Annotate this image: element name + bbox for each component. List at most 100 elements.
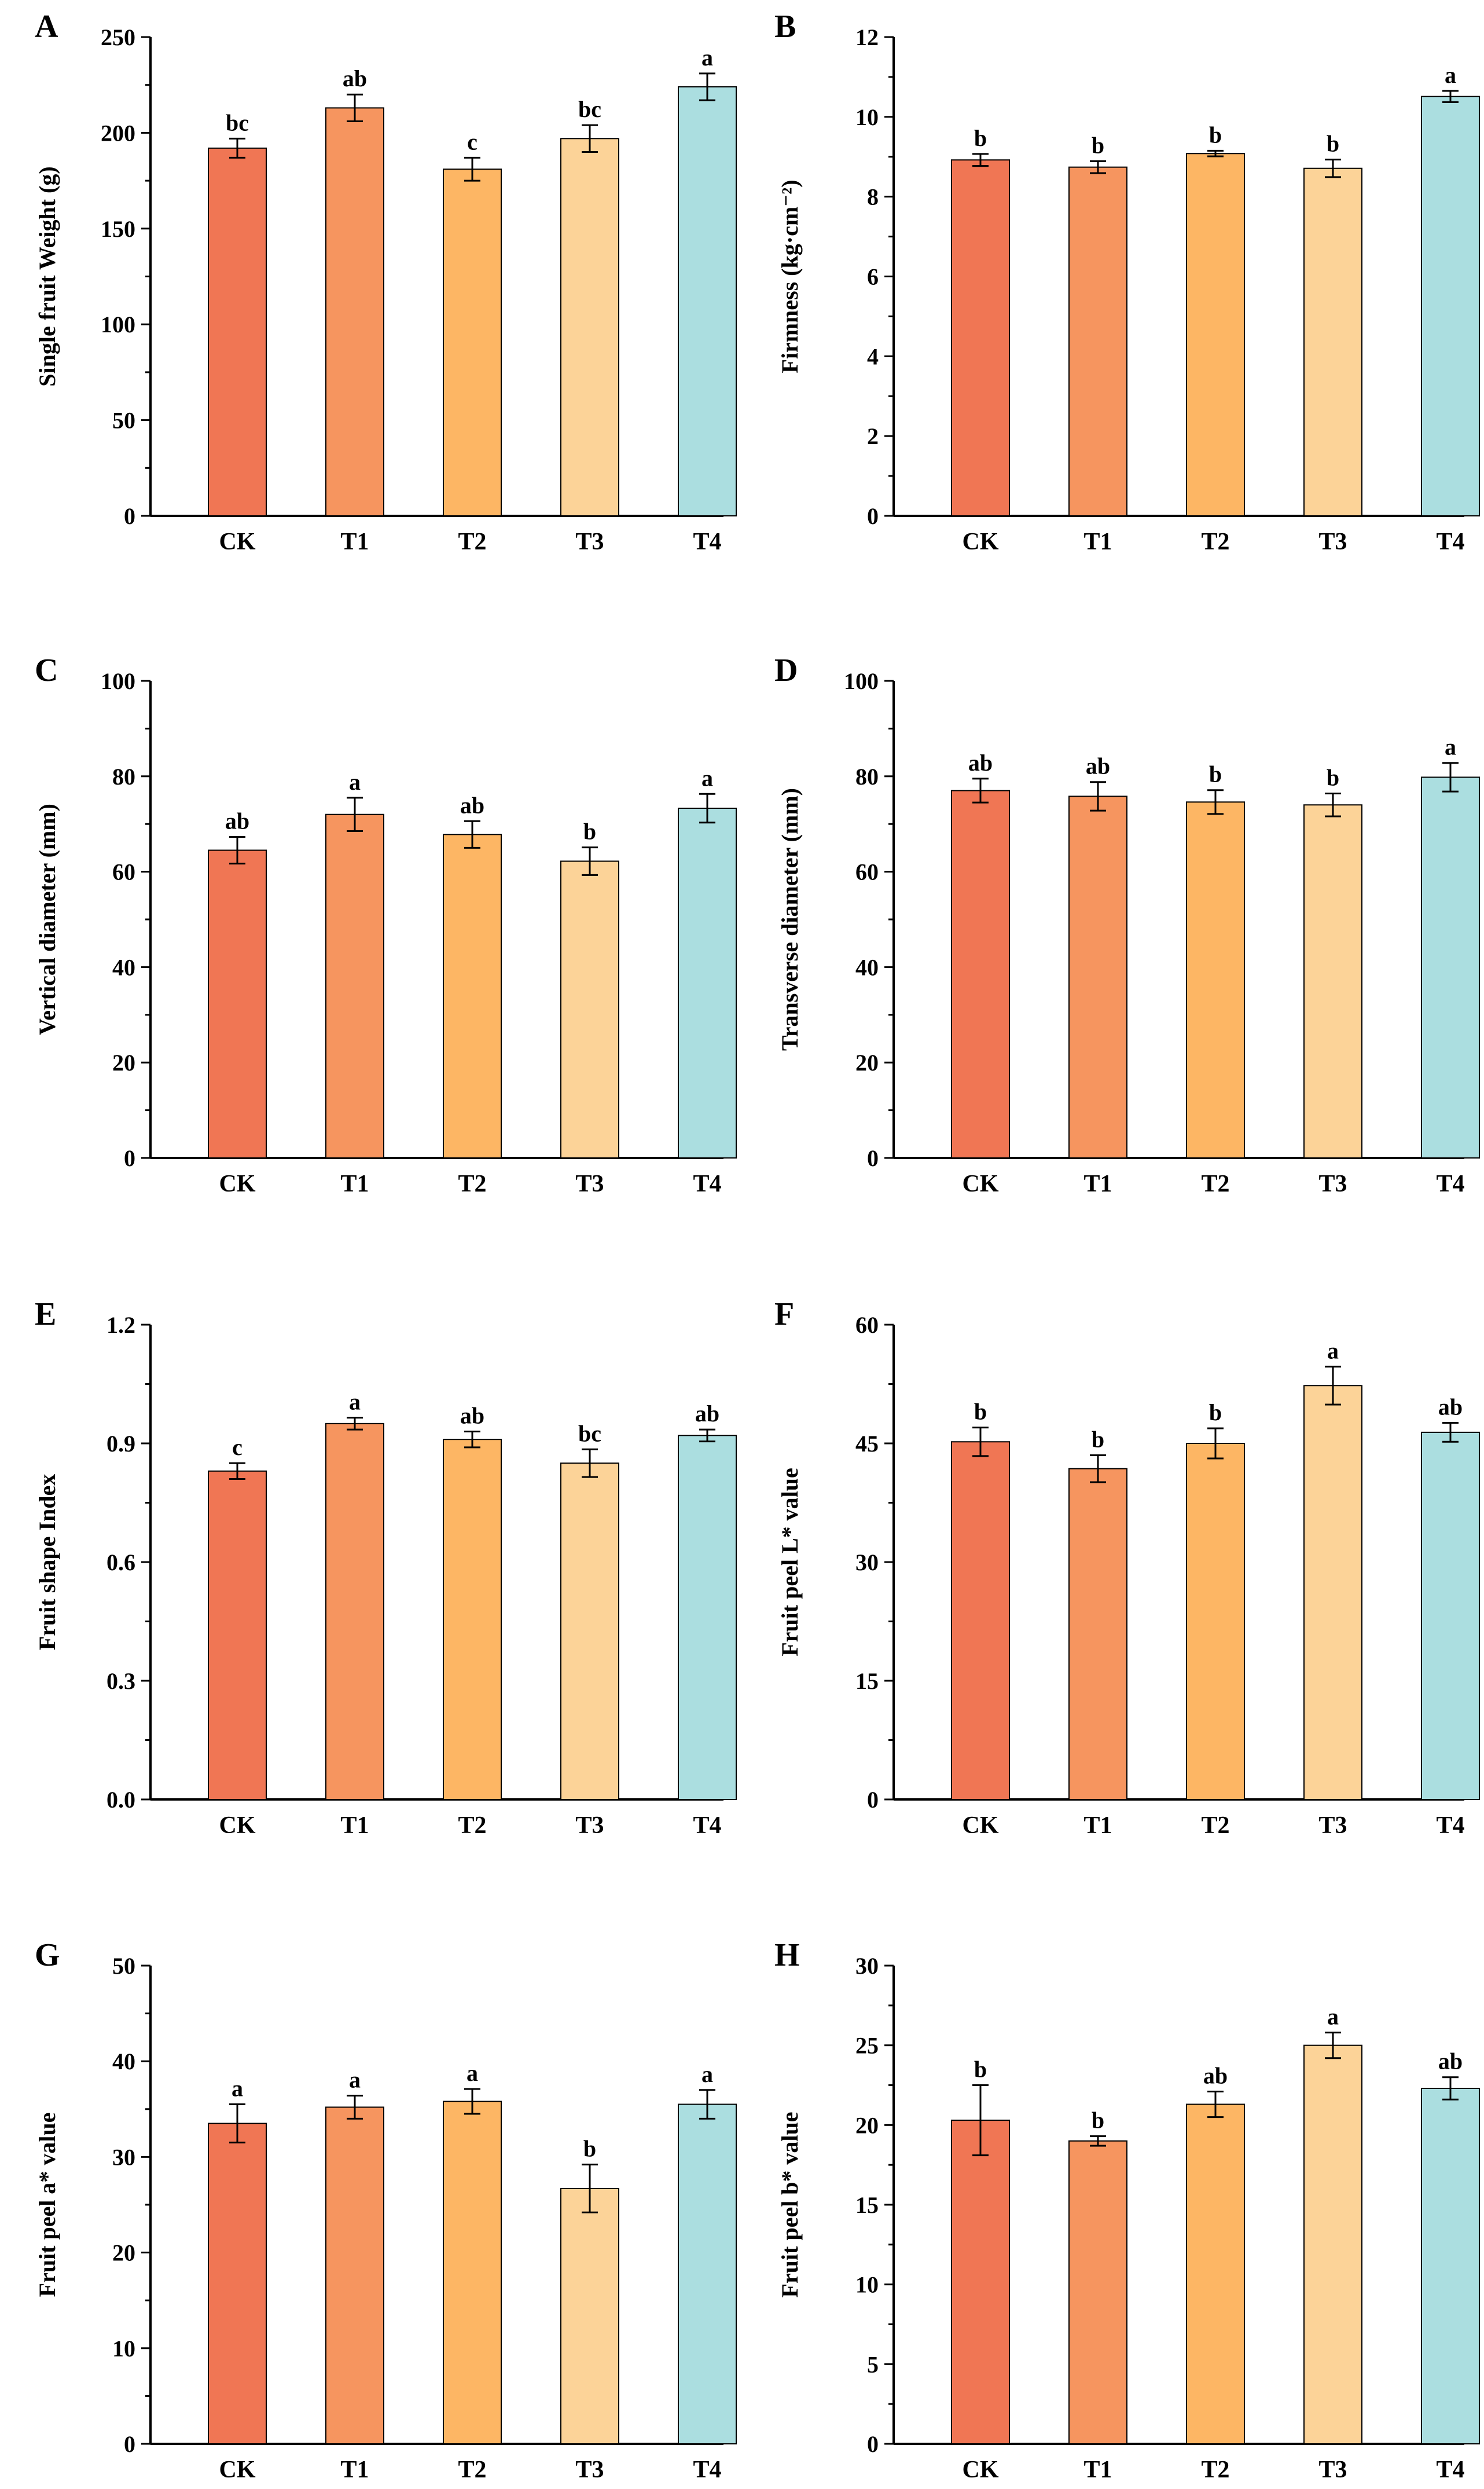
bar-e-t2 xyxy=(443,1439,502,1801)
error-bar-h-t3 xyxy=(1325,2032,1341,2059)
error-bar-c-t4 xyxy=(699,793,715,824)
error-bar-b-ck xyxy=(972,153,989,167)
error-bar-b-t2 xyxy=(1207,149,1224,157)
category-label-b-t4: T4 xyxy=(1436,529,1464,555)
chart-panel-e: E 0.0 0.3 0.6 0.9 1.2 Fruit shape Index c CK a T1 a… xyxy=(34,1296,737,1839)
bar-c-t1 xyxy=(325,813,384,1159)
significance-label-b-t4: a xyxy=(1445,62,1456,88)
y-tick-label-g: 20 xyxy=(112,2240,135,2266)
error-bar-h-t2 xyxy=(1207,2091,1224,2118)
y-axis-label-a: Single fruit Weight (g) xyxy=(34,166,60,386)
bar-b-t3 xyxy=(1303,167,1362,516)
significance-label-d-t3: b xyxy=(1327,764,1339,790)
bar-d-t3 xyxy=(1303,804,1362,1159)
bar-g-t1 xyxy=(325,2106,384,2445)
error-bar-d-t4 xyxy=(1442,762,1459,793)
bar-h-t3 xyxy=(1303,2044,1362,2445)
bar-c-t3 xyxy=(560,860,619,1159)
y-tick-label-f: 45 xyxy=(855,1431,879,1457)
y-tick-label-a: 150 xyxy=(101,216,135,242)
category-label-f-t1: T1 xyxy=(1083,1812,1112,1839)
category-label-c-t1: T1 xyxy=(340,1171,369,1197)
category-label-b-t3: T3 xyxy=(1318,529,1347,555)
category-label-d-t1: T1 xyxy=(1083,1171,1112,1197)
error-bar-c-t1 xyxy=(347,797,363,833)
chart-panel-g: G 0 10 20 30 40 50 Fruit peel a* value a CK a T1 a T2… xyxy=(34,1937,737,2483)
significance-label-h-t3: a xyxy=(1327,2004,1339,2030)
significance-label-f-ck: b xyxy=(974,1399,987,1425)
error-bar-g-ck xyxy=(229,2103,245,2144)
bar-f-t4 xyxy=(1421,1431,1480,1801)
y-axis-label-e: Fruit shape Index xyxy=(34,1474,60,1651)
y-tick-label-d: 60 xyxy=(855,859,879,885)
category-label-h-ck: CK xyxy=(963,2457,999,2483)
error-bar-f-t3 xyxy=(1325,1365,1341,1406)
y-tick-label-b: 6 xyxy=(867,264,879,290)
category-label-h-t2: T2 xyxy=(1201,2457,1229,2483)
bar-f-t3 xyxy=(1303,1385,1362,1801)
error-bar-e-ck xyxy=(229,1462,245,1480)
significance-label-h-t4: ab xyxy=(1438,2048,1463,2074)
chart-panel-h: H 0 5 10 15 20 25 30 Fruit peel b* value b CK b T1 ab… xyxy=(774,1937,1480,2483)
error-bar-g-t1 xyxy=(347,2095,363,2120)
y-tick-label-c: 100 xyxy=(101,668,135,694)
error-bar-b-t4 xyxy=(1442,90,1459,103)
panel-letter-f: F xyxy=(774,1296,794,1332)
category-label-h-t3: T3 xyxy=(1318,2457,1347,2483)
error-bar-c-ck xyxy=(229,835,245,865)
significance-label-f-t1: b xyxy=(1092,1427,1104,1453)
significance-label-e-t4: ab xyxy=(695,1401,719,1427)
category-label-f-ck: CK xyxy=(963,1812,999,1839)
y-tick-label-f: 0 xyxy=(867,1787,879,1813)
bar-c-t2 xyxy=(443,834,502,1159)
category-label-f-t2: T2 xyxy=(1201,1812,1229,1839)
category-label-g-t3: T3 xyxy=(575,2457,604,2483)
significance-label-g-ck: a xyxy=(232,2076,243,2102)
y-tick-label-a: 250 xyxy=(101,24,135,50)
error-bar-g-t4 xyxy=(699,2089,715,2120)
significance-label-f-t4: ab xyxy=(1438,1394,1463,1420)
y-tick-label-b: 10 xyxy=(855,104,879,130)
chart-panel-f: F 0 15 30 45 60 Fruit peel L* value b CK b T1 b T2 a T… xyxy=(774,1296,1480,1839)
category-label-a-t2: T2 xyxy=(458,529,486,555)
significance-label-b-ck: b xyxy=(974,125,987,151)
y-tick-label-d: 20 xyxy=(855,1050,879,1076)
y-axis-label-c: Vertical diameter (mm) xyxy=(34,804,60,1035)
bar-d-t1 xyxy=(1068,796,1127,1159)
significance-label-g-t2: a xyxy=(466,2060,478,2086)
y-tick-label-c: 20 xyxy=(112,1050,135,1076)
significance-label-b-t1: b xyxy=(1092,132,1104,158)
bar-d-ck xyxy=(951,790,1010,1159)
y-tick-label-h: 30 xyxy=(855,1953,879,1979)
significance-label-d-t4: a xyxy=(1445,734,1456,760)
error-bar-f-ck xyxy=(972,1427,989,1457)
y-axis-label-f: Fruit peel L* value xyxy=(777,1468,803,1656)
category-label-h-t4: T4 xyxy=(1436,2457,1464,2483)
error-bar-a-t4 xyxy=(699,72,715,101)
y-tick-label-h: 10 xyxy=(855,2272,879,2298)
error-bar-b-t3 xyxy=(1325,159,1341,178)
category-label-f-t4: T4 xyxy=(1436,1812,1464,1839)
error-bar-h-t4 xyxy=(1442,2076,1459,2101)
error-bar-c-t2 xyxy=(464,820,480,849)
y-tick-label-a: 50 xyxy=(112,408,135,434)
y-tick-label-e: 0.3 xyxy=(106,1668,135,1694)
significance-label-d-ck: ab xyxy=(968,750,993,776)
y-tick-label-e: 0.9 xyxy=(106,1431,135,1457)
y-axis-label-d: Transverse diameter (mm) xyxy=(777,788,803,1051)
error-bar-a-ck xyxy=(229,137,245,159)
error-bar-b-t1 xyxy=(1090,160,1106,174)
y-tick-label-b: 8 xyxy=(867,184,879,210)
significance-label-f-t2: b xyxy=(1209,1399,1222,1425)
chart-panel-b: B 0 2 4 6 8 10 12 Firmness (kg·cm⁻²) b CK b T1 b T2 b T3… xyxy=(774,9,1480,555)
y-tick-label-h: 0 xyxy=(867,2431,879,2457)
bar-d-t4 xyxy=(1421,776,1480,1159)
y-tick-label-e: 0.6 xyxy=(106,1549,135,1575)
bar-e-t3 xyxy=(560,1462,619,1801)
significance-label-g-t1: a xyxy=(349,2067,361,2093)
y-tick-label-a: 200 xyxy=(101,120,135,146)
bar-h-t2 xyxy=(1186,2103,1245,2445)
category-label-c-ck: CK xyxy=(219,1171,256,1197)
bar-g-t4 xyxy=(678,2103,737,2445)
